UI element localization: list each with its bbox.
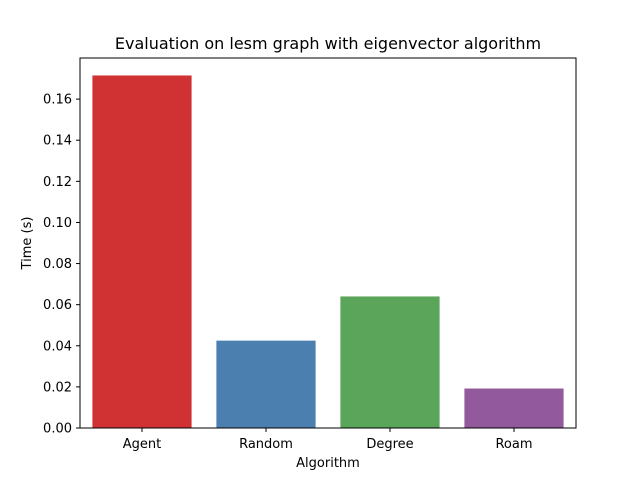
y-tick-label: 0.12	[43, 175, 72, 190]
chart-title: Evaluation on lesm graph with eigenvecto…	[115, 34, 541, 53]
x-tick-label: Random	[239, 437, 293, 452]
bar-degree	[340, 296, 440, 428]
bar-roam	[464, 388, 564, 428]
y-tick-label: 0.14	[43, 134, 72, 149]
y-tick-label: 0.10	[43, 216, 72, 231]
y-tick-label: 0.02	[43, 380, 72, 395]
bar-random	[216, 340, 316, 428]
y-axis-ticks: 0.00 0.02 0.04 0.06 0.08 0.10 0.12 0.14 0.16	[43, 93, 80, 437]
y-tick-label: 0.16	[43, 93, 72, 108]
bar-agent	[92, 75, 192, 428]
y-tick-label: 0.08	[43, 257, 72, 272]
x-axis-ticks: Agent Random Degree Roam	[123, 428, 533, 452]
x-tick-label: Degree	[366, 437, 413, 452]
y-tick-label: 0.00	[43, 422, 72, 437]
y-axis-label: Time (s)	[20, 217, 35, 271]
x-tick-label: Agent	[123, 437, 161, 452]
y-tick-label: 0.04	[43, 339, 72, 354]
bars-group	[92, 75, 564, 428]
plot-frame	[79, 57, 577, 429]
y-tick-label: 0.06	[43, 298, 72, 313]
x-tick-label: Roam	[495, 437, 532, 452]
x-axis-label: Algorithm	[296, 456, 360, 471]
